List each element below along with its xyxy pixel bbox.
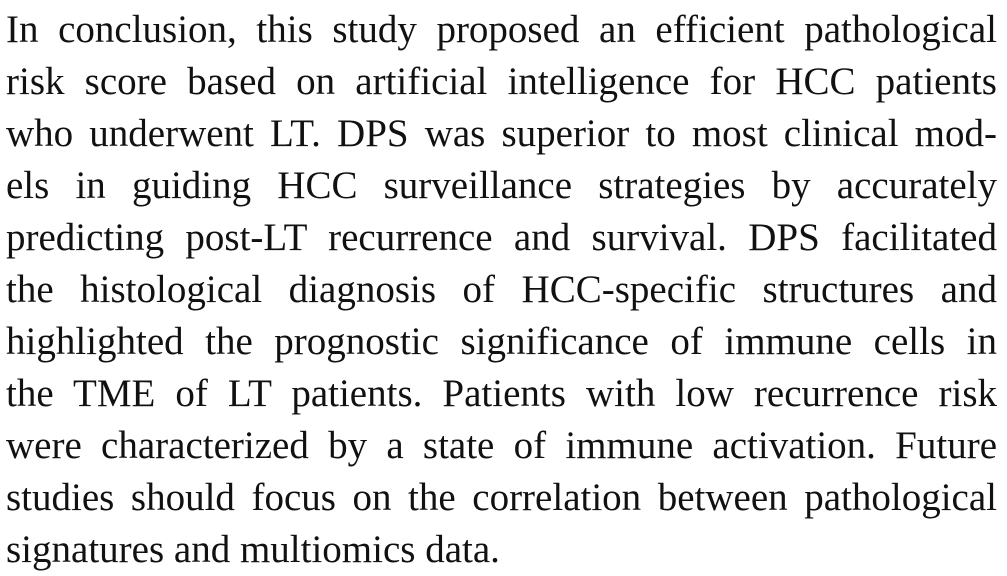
paragraph-line: the histological diagnosis of HCC-specif… xyxy=(6,268,997,311)
conclusion-paragraph: In conclusion, this study proposed an ef… xyxy=(6,4,997,576)
paragraph-line-last: signatures and multiomics data. xyxy=(6,528,500,571)
paragraph-line: In conclusion, this study proposed an ef… xyxy=(6,8,997,51)
paragraph-line: predicting post-LT recurrence and surviv… xyxy=(6,216,997,259)
paragraph-line: els in guiding HCC surveillance strategi… xyxy=(6,164,997,207)
paragraph-line: were characterized by a state of immune … xyxy=(6,424,997,467)
paragraph-line: who underwent LT. DPS was superior to mo… xyxy=(6,112,997,155)
paragraph-line: highlighted the prognostic significance … xyxy=(6,320,997,363)
paragraph-line: studies should focus on the correlation … xyxy=(6,476,997,519)
paragraph-line: risk score based on artificial intellige… xyxy=(6,60,997,103)
paragraph-line: the TME of LT patients. Patients with lo… xyxy=(6,372,997,415)
